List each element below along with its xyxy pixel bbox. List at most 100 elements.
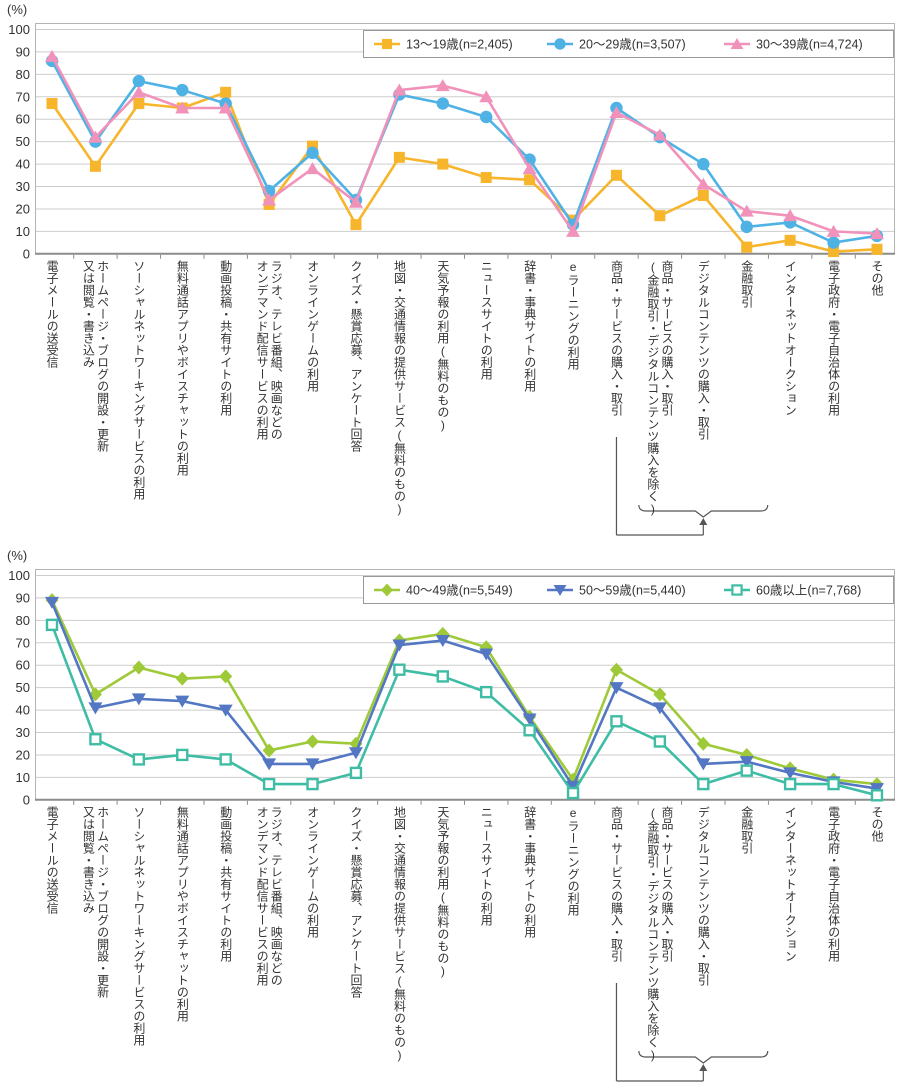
square-marker [697, 189, 709, 201]
y-tick-label: 30 [16, 725, 30, 740]
triangle-down-marker [739, 756, 754, 769]
square-marker [610, 169, 622, 181]
triangle-down-marker [522, 713, 537, 726]
triangle-down-marker [392, 639, 407, 652]
series-50〜59歳(n=5,440) [45, 596, 884, 796]
legend-item: 50〜59歳(n=5,440) [547, 584, 686, 598]
square-marker [46, 98, 58, 110]
triangle-up-marker [131, 85, 146, 98]
triangle-up-marker [826, 224, 841, 237]
triangle-up-marker [435, 79, 450, 92]
y-tick-label: 70 [16, 635, 30, 650]
square-marker [220, 86, 232, 98]
square-open-marker [697, 777, 710, 791]
square-open-marker [566, 786, 580, 800]
square-marker [350, 219, 362, 231]
square-marker [741, 241, 753, 253]
series-line [50, 55, 878, 235]
chart-canvas-top: 0 10 20 30 40 50 60 70 80 90 100 (%) 13〜19歳(n=2,405)… [7, 2, 895, 536]
diamond-marker [381, 583, 393, 597]
diamond-marker [306, 734, 320, 749]
y-tick-label: 80 [16, 613, 30, 628]
chart-canvas-bottom: 0 10 20 30 40 50 60 70 80 90 100 (%) 40〜49歳(n=5,549)… [7, 548, 895, 1082]
y-tick-label: 30 [16, 179, 30, 194]
y-tick-label: 70 [16, 89, 30, 104]
triangle-up-marker [522, 162, 537, 175]
triangle-up-marker [305, 162, 320, 175]
circle-marker [176, 83, 189, 97]
y-tick-label: 40 [16, 703, 30, 718]
triangle-up-marker [45, 49, 59, 62]
y-tick-label: 50 [16, 680, 30, 695]
y-tick-label: 50 [16, 134, 30, 149]
triangle-down-marker [131, 693, 146, 706]
y-gridlines [36, 29, 894, 232]
series-line [50, 624, 878, 797]
square-open-marker [523, 724, 536, 737]
square-open-marker [393, 663, 406, 676]
triangle-down-marker [435, 635, 450, 648]
square-open-marker [306, 777, 319, 791]
triangle-down-marker [696, 758, 711, 771]
plot-border [35, 23, 895, 255]
square-marker [381, 38, 393, 50]
circle-marker [740, 220, 753, 234]
triangle-down-marker [175, 695, 190, 708]
y-tick-label: 90 [16, 44, 30, 59]
legend-label: 20〜29歳(n=3,507) [579, 38, 686, 52]
square-marker [437, 158, 449, 170]
triangle-up-marker [869, 227, 884, 240]
square-open-marker [436, 670, 449, 683]
y-axis-tick-labels: 0 10 20 30 40 50 60 70 80 90 100 [8, 568, 30, 807]
y-tick-label: 10 [16, 224, 30, 239]
bracket-annotation [615, 983, 769, 1082]
legend: 40〜49歳(n=5,549) 50〜59歳(n=5,440) 60歳以上(n=7,… [363, 576, 894, 604]
triangle-down-marker [45, 596, 59, 609]
triangle-up-marker [262, 193, 277, 206]
triangle-up-marker [652, 128, 667, 141]
square-open-marker [89, 733, 102, 746]
y-tick-label: 10 [16, 770, 30, 785]
square-open-marker [176, 748, 189, 762]
square-open-marker [480, 685, 493, 699]
series-line [50, 60, 878, 244]
triangle-down-marker [218, 704, 233, 717]
square-open-marker [610, 715, 623, 728]
y-tick-label: 60 [16, 112, 30, 127]
legend-label: 30〜39歳(n=4,724) [756, 38, 863, 52]
triangle-down-marker [553, 584, 567, 596]
legend-item: 60歳以上(n=7,768) [724, 584, 861, 598]
square-marker [871, 243, 883, 255]
triangle-down-marker [652, 702, 667, 715]
y-tick-label: 0 [23, 246, 30, 261]
diamond-marker [609, 662, 623, 677]
series-20〜29歳(n=3,507) [45, 54, 884, 249]
triangle-down-marker [348, 747, 363, 760]
triangle-up-marker [88, 130, 103, 143]
y-tick-label: 100 [8, 568, 30, 583]
square-open-marker [870, 789, 884, 802]
series-line [50, 91, 878, 253]
circle-marker [480, 110, 493, 124]
series-40〜49歳(n=5,549) [45, 593, 884, 792]
square-open-marker [45, 618, 59, 632]
legend-label: 50〜59歳(n=5,440) [579, 584, 686, 598]
x-axis-ticks [73, 800, 856, 805]
triangle-up-marker [739, 204, 754, 217]
y-tick-label: 40 [16, 157, 30, 172]
age-13-39-usage-chart: 0 10 20 30 40 50 60 70 80 90 100 (%) 13〜19歳(n=2,405)… [7, 2, 895, 536]
y-tick-label: 0 [23, 792, 30, 807]
y-axis-unit-label: (%) [7, 2, 27, 17]
legend-item: 13〜19歳(n=2,405) [374, 38, 513, 52]
square-open-marker [132, 753, 146, 766]
square-open-marker [262, 777, 276, 791]
square-marker [480, 172, 492, 184]
circle-marker [132, 74, 146, 88]
diamond-marker [175, 671, 189, 686]
square-marker [524, 174, 536, 186]
age-40-over-usage-chart: 0 10 20 30 40 50 60 70 80 90 100 (%) 40〜49歳(n=5,549)… [0, 546, 903, 1092]
circle-marker [436, 97, 449, 110]
legend-label: 13〜19歳(n=2,405) [406, 38, 513, 52]
square-open-marker [827, 777, 840, 791]
circle-marker [697, 157, 710, 171]
